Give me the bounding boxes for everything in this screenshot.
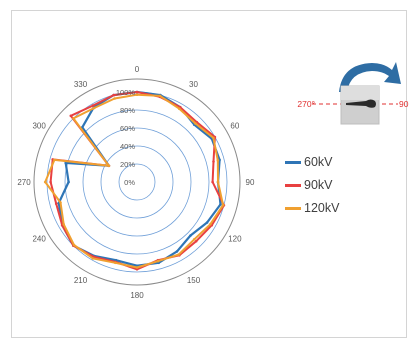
legend-item-60kv: 60kV <box>285 155 333 169</box>
radial-tick-label: 40% <box>120 142 135 151</box>
data-point <box>175 250 179 253</box>
data-point <box>62 223 65 226</box>
angular-tick-label: 0 <box>135 65 140 74</box>
data-point <box>135 90 139 94</box>
grid-ring <box>82 127 192 237</box>
sample-probe-icon <box>346 99 376 108</box>
legend-label-120kv: 120kV <box>304 201 340 215</box>
data-point <box>72 243 76 247</box>
data-point <box>205 221 209 224</box>
legend-item-120kv: 120kV <box>285 201 339 215</box>
data-point <box>212 136 215 140</box>
inset-label-left: 270° <box>297 99 315 109</box>
data-point <box>135 268 139 271</box>
angular-tick-label: 120 <box>228 235 242 244</box>
radial-tick-label: 100% <box>116 88 136 97</box>
legend-label-60kv: 60kV <box>304 155 333 169</box>
data-point <box>91 104 95 107</box>
data-point <box>53 158 56 162</box>
data-point <box>209 223 212 226</box>
radial-tick-label: 60% <box>120 124 135 133</box>
radial-tick-label: 80% <box>120 106 135 115</box>
sample-photo-shade <box>341 86 379 100</box>
data-point <box>72 117 75 120</box>
legend-label-90kv: 90kV <box>304 178 333 192</box>
angular-tick-label: 30 <box>189 80 198 89</box>
data-point <box>158 94 162 98</box>
data-point <box>135 93 139 96</box>
outer-circle <box>33 78 241 286</box>
grid-ring <box>118 163 156 201</box>
data-point <box>212 160 215 163</box>
legend-swatch-90kv <box>285 183 301 187</box>
data-point <box>43 180 47 184</box>
figure-frame <box>11 10 407 338</box>
inset-label-right: 90 <box>399 99 409 109</box>
rotation-arrow-icon <box>339 62 401 92</box>
series-layer <box>43 90 226 271</box>
data-point <box>177 253 181 256</box>
angular-tick-label: 300 <box>32 122 46 131</box>
data-point <box>178 107 181 110</box>
data-point <box>107 164 111 168</box>
data-point <box>113 97 116 100</box>
data-point <box>112 93 115 97</box>
data-point <box>54 202 58 205</box>
radial-tick-label: 20% <box>120 160 135 169</box>
data-point <box>67 180 70 184</box>
data-point <box>156 259 160 263</box>
data-point <box>135 266 139 269</box>
data-point <box>189 234 192 237</box>
data-point <box>211 180 214 184</box>
angular-tick-label: 270 <box>17 178 31 187</box>
data-point <box>193 238 196 241</box>
angular-tick-label: 60 <box>230 122 239 131</box>
legend-item-90kv: 90kV <box>285 178 333 192</box>
data-point <box>114 261 117 265</box>
angular-tick-label: 90 <box>246 178 255 187</box>
radial-tick-label: 0% <box>124 178 135 187</box>
data-point <box>64 161 67 165</box>
data-point <box>216 159 220 162</box>
data-point <box>49 180 52 184</box>
angular-tick-label: 330 <box>74 80 88 89</box>
grid-ring <box>64 109 210 255</box>
data-point <box>91 257 95 260</box>
legend-swatch-60kv <box>285 160 301 164</box>
grid-ring <box>100 145 174 219</box>
data-point <box>194 239 198 243</box>
angular-tick-label: 180 <box>130 291 144 300</box>
data-point <box>92 106 96 110</box>
data-point <box>194 122 197 125</box>
data-point <box>59 201 62 204</box>
angular-tick-label: 150 <box>187 276 201 285</box>
angular-tick-label: 240 <box>32 235 46 244</box>
data-point <box>216 180 220 184</box>
data-point <box>219 203 222 206</box>
legend-swatch-120kv <box>285 206 301 210</box>
angular-tick-label: 210 <box>74 276 88 285</box>
data-point <box>69 114 73 118</box>
label-layer: 0% 20% 40% 60% 80% 100% 0 30 60 90 120 150 180 210 240… <box>17 65 255 300</box>
data-point <box>221 203 225 207</box>
